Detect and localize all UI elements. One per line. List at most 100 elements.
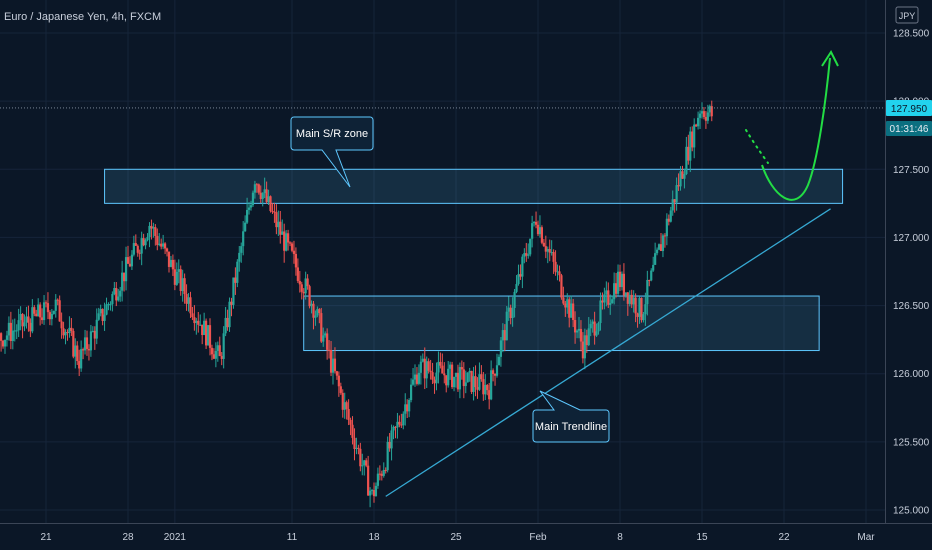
- candle-down: [581, 341, 585, 359]
- candle-down: [607, 290, 610, 305]
- candle-up: [532, 221, 536, 224]
- candle-up: [42, 302, 46, 321]
- candle-down: [388, 441, 391, 449]
- candle-down: [558, 271, 561, 276]
- candle-up: [505, 311, 508, 341]
- projection-dots: [745, 129, 769, 164]
- y-tick-label: 125.000: [893, 506, 930, 517]
- candle-down: [614, 283, 618, 294]
- candle-up: [669, 210, 672, 222]
- candle-down: [622, 273, 626, 296]
- candle-down: [179, 269, 182, 292]
- candle-up: [390, 430, 393, 449]
- candle-up: [228, 301, 231, 328]
- candle-down: [265, 189, 268, 202]
- candle-up: [507, 307, 510, 312]
- support-zone[interactable]: [303, 295, 820, 352]
- candle-down: [474, 376, 477, 388]
- candle-up: [322, 335, 325, 342]
- candle-up: [152, 227, 155, 229]
- candle-down: [39, 304, 42, 318]
- candle-up: [355, 447, 358, 449]
- chart-title: Euro / Japanese Yen, 4h, FXCM: [4, 11, 161, 23]
- candle-up: [411, 379, 415, 385]
- candle-up: [386, 441, 389, 471]
- x-tick-label: 22: [778, 532, 790, 543]
- candle-down: [327, 349, 331, 351]
- candle-down: [163, 243, 167, 249]
- candle-down: [433, 379, 436, 384]
- candle-up: [253, 184, 257, 193]
- candle-up: [83, 337, 87, 351]
- candle-down: [283, 231, 286, 251]
- x-tick-label: 2021: [164, 532, 187, 543]
- candle-down: [445, 375, 448, 386]
- candle-up: [624, 292, 627, 296]
- candle-down: [9, 322, 12, 342]
- candle-up: [132, 243, 135, 255]
- candle-down: [573, 319, 577, 333]
- candle-down: [255, 184, 258, 186]
- candle-down: [673, 199, 676, 203]
- candle-up: [700, 111, 704, 114]
- candle-down: [286, 233, 290, 243]
- candle-down: [476, 387, 479, 390]
- candle-up: [285, 233, 288, 251]
- candle-up: [490, 370, 493, 400]
- candle-down: [630, 294, 633, 305]
- main-sr-zone[interactable]: [104, 168, 844, 204]
- candle-down: [183, 278, 186, 295]
- candle-up: [130, 254, 134, 267]
- candle-down: [185, 294, 188, 304]
- candle-down: [269, 196, 272, 212]
- candle-down: [560, 275, 563, 298]
- candle-up: [99, 308, 102, 314]
- candle-up: [409, 384, 413, 401]
- candle-down: [81, 349, 85, 351]
- candle-down: [585, 335, 588, 346]
- currency-badge[interactable]: JPY: [895, 6, 919, 24]
- candle-down: [345, 402, 348, 409]
- candle-up: [80, 349, 83, 369]
- projection-arrow: [745, 49, 839, 201]
- candle-down: [431, 372, 434, 380]
- candle-down: [85, 337, 89, 349]
- candle-down: [318, 309, 321, 314]
- candle-down: [429, 370, 432, 373]
- candle-down: [193, 317, 196, 324]
- candle-down: [271, 211, 274, 213]
- candle-down: [503, 330, 506, 341]
- candle-up: [304, 278, 307, 294]
- candle-down: [648, 279, 651, 281]
- candle-up: [23, 322, 26, 327]
- candle-up: [148, 225, 151, 238]
- candle-up: [25, 316, 28, 323]
- candle-up: [689, 131, 692, 161]
- price-badge-bg: [886, 99, 932, 116]
- candle-down: [593, 321, 596, 336]
- candle-down: [406, 404, 409, 412]
- countdown-badge-bg: [886, 120, 932, 136]
- candle-up: [374, 485, 378, 497]
- candle-up: [468, 370, 471, 373]
- candle-up: [577, 328, 581, 331]
- trend-callout[interactable]: Main Trendline: [532, 390, 610, 443]
- x-tick-label: 11: [287, 532, 298, 543]
- candle-down: [554, 261, 557, 272]
- zone-callout[interactable]: Main S/R zone: [290, 116, 374, 188]
- candle-down: [33, 307, 36, 314]
- candle-down: [347, 408, 350, 420]
- candle-up: [425, 361, 428, 379]
- main-trendline[interactable]: [385, 208, 831, 497]
- candle-down: [302, 291, 305, 294]
- candle-up: [521, 256, 524, 277]
- candle-down: [204, 320, 208, 346]
- candle-down: [78, 361, 81, 369]
- price-badge-value: 127.950: [891, 104, 928, 115]
- candle-up: [671, 199, 674, 211]
- candle-up: [261, 193, 264, 199]
- candle-down: [687, 146, 690, 161]
- candle-up: [277, 221, 280, 228]
